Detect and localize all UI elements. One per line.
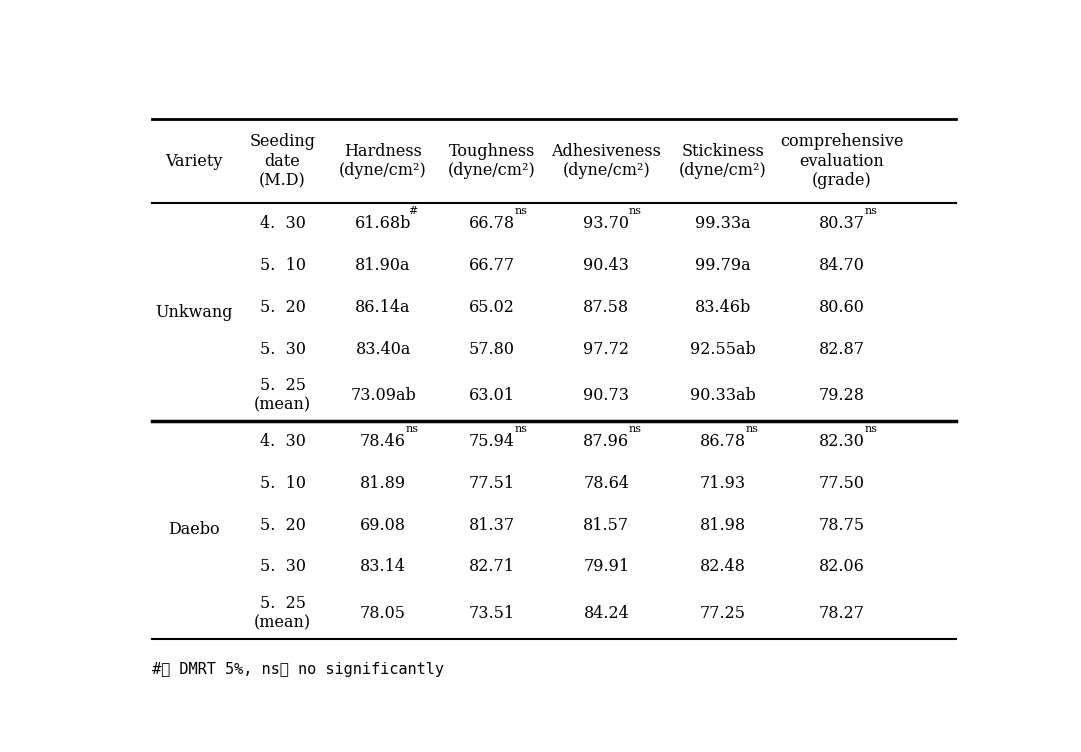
Text: 97.72: 97.72 xyxy=(584,341,629,357)
Text: ns: ns xyxy=(515,207,528,217)
Text: 77.51: 77.51 xyxy=(469,475,515,492)
Text: 80.60: 80.60 xyxy=(818,299,865,316)
Text: Adhesiveness
(dyne/cm²): Adhesiveness (dyne/cm²) xyxy=(551,143,662,180)
Text: 99.79a: 99.79a xyxy=(695,257,750,274)
Text: 75.94: 75.94 xyxy=(469,433,515,450)
Text: 69.08: 69.08 xyxy=(360,517,406,534)
Text: 5.  10: 5. 10 xyxy=(259,257,306,274)
Text: 90.73: 90.73 xyxy=(584,387,629,404)
Text: 79.91: 79.91 xyxy=(584,558,629,575)
Text: 92.55ab: 92.55ab xyxy=(690,341,756,357)
Text: Daebo: Daebo xyxy=(169,521,219,538)
Text: 78.05: 78.05 xyxy=(360,605,406,622)
Text: Seeding
date
(M.D): Seeding date (M.D) xyxy=(250,133,316,190)
Text: 93.70: 93.70 xyxy=(584,216,629,232)
Text: 5.  20: 5. 20 xyxy=(259,299,306,316)
Text: 66.78: 66.78 xyxy=(469,216,515,232)
Text: 4.  30: 4. 30 xyxy=(259,216,306,232)
Text: 81.57: 81.57 xyxy=(584,517,629,534)
Text: Variety: Variety xyxy=(165,153,223,170)
Text: ns: ns xyxy=(405,424,418,434)
Text: 66.77: 66.77 xyxy=(469,257,515,274)
Text: 5.  30: 5. 30 xyxy=(259,341,306,357)
Text: #： DMRT 5%, ns： no significantly: #： DMRT 5%, ns： no significantly xyxy=(151,662,444,677)
Text: 90.43: 90.43 xyxy=(584,257,629,274)
Text: Unkwang: Unkwang xyxy=(156,304,232,320)
Text: ns: ns xyxy=(746,424,759,434)
Text: 86.78: 86.78 xyxy=(699,433,746,450)
Text: 57.80: 57.80 xyxy=(469,341,515,357)
Text: 4.  30: 4. 30 xyxy=(259,433,306,450)
Text: 90.33ab: 90.33ab xyxy=(690,387,756,404)
Text: 87.96: 87.96 xyxy=(584,433,629,450)
Text: #: # xyxy=(409,207,417,217)
Text: 82.71: 82.71 xyxy=(469,558,515,575)
Text: 84.24: 84.24 xyxy=(584,605,629,622)
Text: 80.37: 80.37 xyxy=(818,216,865,232)
Text: 81.90a: 81.90a xyxy=(356,257,411,274)
Text: 78.64: 78.64 xyxy=(584,475,629,492)
Text: 82.87: 82.87 xyxy=(818,341,865,357)
Text: ns: ns xyxy=(515,424,528,434)
Text: 73.51: 73.51 xyxy=(469,605,515,622)
Text: Toughness
(dyne/cm²): Toughness (dyne/cm²) xyxy=(448,143,535,180)
Text: 5.  30: 5. 30 xyxy=(259,558,306,575)
Text: 78.75: 78.75 xyxy=(818,517,865,534)
Text: 5.  25
(mean): 5. 25 (mean) xyxy=(254,595,311,632)
Text: 83.46b: 83.46b xyxy=(695,299,751,316)
Text: 82.30: 82.30 xyxy=(818,433,865,450)
Text: 5.  10: 5. 10 xyxy=(259,475,306,492)
Text: 78.46: 78.46 xyxy=(360,433,406,450)
Text: 79.28: 79.28 xyxy=(818,387,865,404)
Text: 5.  20: 5. 20 xyxy=(259,517,306,534)
Text: ns: ns xyxy=(629,424,642,434)
Text: ns: ns xyxy=(864,207,877,217)
Text: comprehensive
evaluation
(grade): comprehensive evaluation (grade) xyxy=(779,133,904,190)
Text: 99.33a: 99.33a xyxy=(695,216,750,232)
Text: 77.25: 77.25 xyxy=(699,605,746,622)
Text: 73.09ab: 73.09ab xyxy=(350,387,416,404)
Text: 82.48: 82.48 xyxy=(700,558,746,575)
Text: 81.89: 81.89 xyxy=(360,475,406,492)
Text: 84.70: 84.70 xyxy=(818,257,865,274)
Text: 5.  25
(mean): 5. 25 (mean) xyxy=(254,377,311,414)
Text: 77.50: 77.50 xyxy=(818,475,865,492)
Text: 83.14: 83.14 xyxy=(360,558,406,575)
Text: 71.93: 71.93 xyxy=(699,475,746,492)
Text: 63.01: 63.01 xyxy=(469,387,515,404)
Text: 86.14a: 86.14a xyxy=(356,299,411,316)
Text: 87.58: 87.58 xyxy=(584,299,629,316)
Text: 81.37: 81.37 xyxy=(469,517,515,534)
Text: Stickiness
(dyne/cm²): Stickiness (dyne/cm²) xyxy=(679,143,766,180)
Text: ns: ns xyxy=(864,424,877,434)
Text: Hardness
(dyne/cm²): Hardness (dyne/cm²) xyxy=(339,143,427,180)
Text: 83.40a: 83.40a xyxy=(356,341,411,357)
Text: 81.98: 81.98 xyxy=(699,517,746,534)
Text: ns: ns xyxy=(629,207,642,217)
Text: 78.27: 78.27 xyxy=(818,605,865,622)
Text: 61.68b: 61.68b xyxy=(355,216,411,232)
Text: 65.02: 65.02 xyxy=(469,299,515,316)
Text: 82.06: 82.06 xyxy=(818,558,865,575)
